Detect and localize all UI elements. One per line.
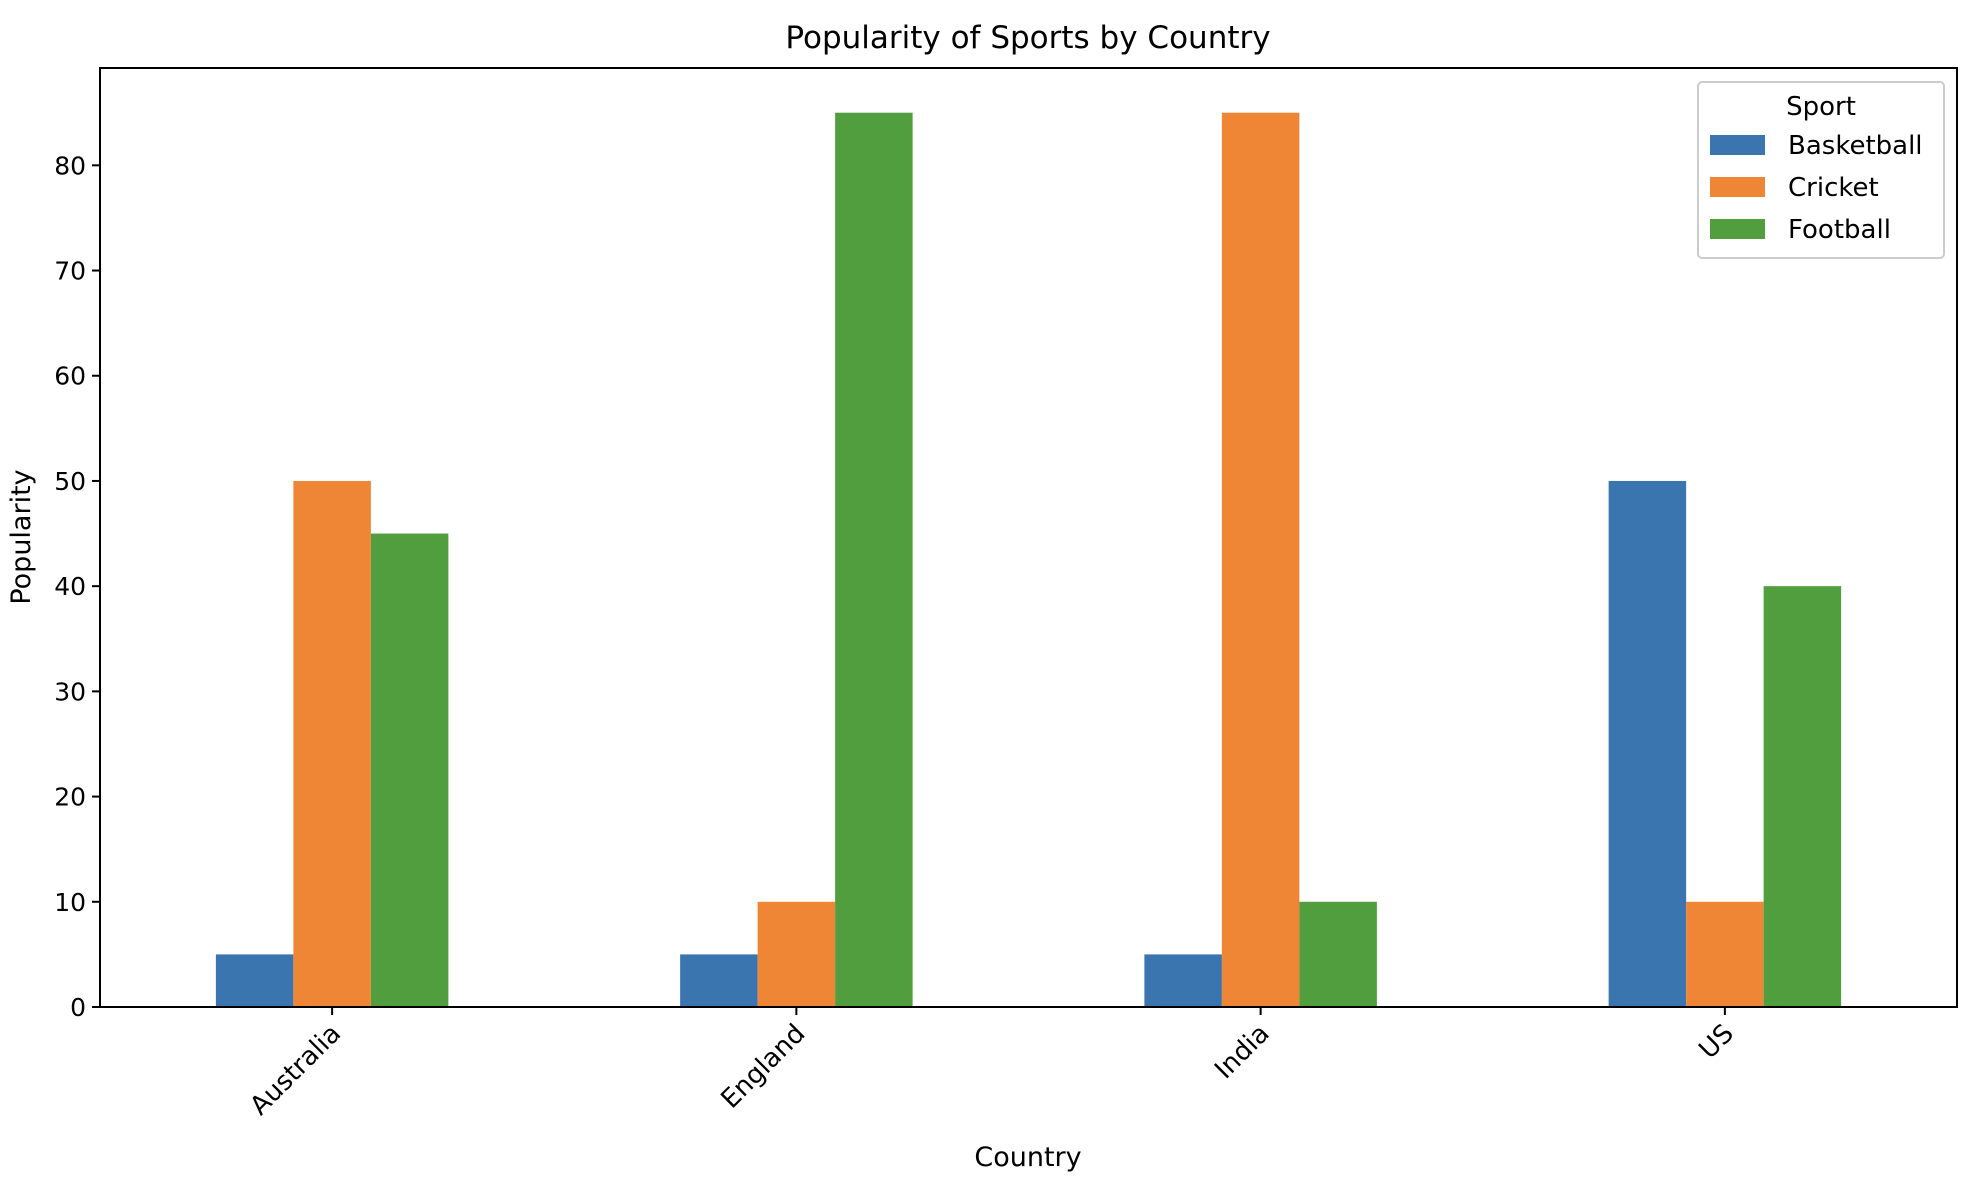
- x-tick-label-australia: Australia: [245, 1019, 348, 1122]
- bar-basketball-england: [680, 954, 758, 1007]
- legend-label-basketball: Basketball: [1788, 131, 1923, 161]
- y-tick-label: 80: [54, 151, 86, 180]
- y-tick-label: 40: [54, 572, 86, 601]
- y-axis-label: Popularity: [6, 469, 37, 604]
- chart-title: Popularity of Sports by Country: [785, 20, 1270, 56]
- legend-swatch-basketball: [1710, 135, 1765, 155]
- bar-basketball-us: [1608, 480, 1687, 1007]
- y-tick-label: 0: [70, 993, 86, 1022]
- bar-basketball-australia: [215, 954, 294, 1007]
- bar-cricket-us: [1686, 901, 1764, 1007]
- bar-cricket-england: [757, 901, 836, 1007]
- bar-cricket-india: [1221, 112, 1300, 1007]
- y-tick-label: 70: [54, 257, 86, 286]
- legend-label-football: Football: [1788, 215, 1891, 245]
- plot-frame: [99, 67, 1958, 1008]
- y-tick-label: 20: [54, 783, 86, 812]
- bar-basketball-india: [1144, 954, 1222, 1007]
- y-tick-label: 10: [54, 888, 86, 917]
- legend-label-cricket: Cricket: [1788, 173, 1879, 203]
- legend-swatch-cricket: [1710, 177, 1765, 197]
- legend-frame: [1697, 81, 1945, 259]
- bars-group: [215, 112, 1842, 1007]
- bar-football-england: [835, 112, 913, 1007]
- y-axis: 0 10 20 30 40 50 60 70 80: [54, 151, 100, 1022]
- y-tick-label: 60: [54, 362, 86, 391]
- x-axis: Australia England India US: [245, 1007, 1740, 1121]
- y-tick-label: 50: [54, 467, 86, 496]
- x-axis-label: Country: [974, 1142, 1081, 1173]
- x-tick-label-england: England: [715, 1019, 811, 1115]
- x-tick-label-us: US: [1693, 1019, 1739, 1065]
- bar-football-australia: [370, 533, 449, 1007]
- legend-swatch-football: [1710, 219, 1765, 239]
- bar-football-india: [1299, 901, 1377, 1007]
- legend-title: Sport: [1786, 92, 1856, 122]
- legend: Sport Basketball Cricket Football: [1697, 81, 1945, 259]
- x-tick-label-india: India: [1209, 1019, 1275, 1085]
- bar-football-us: [1763, 586, 1842, 1007]
- y-tick-label: 30: [54, 677, 86, 706]
- bar-cricket-australia: [293, 480, 371, 1007]
